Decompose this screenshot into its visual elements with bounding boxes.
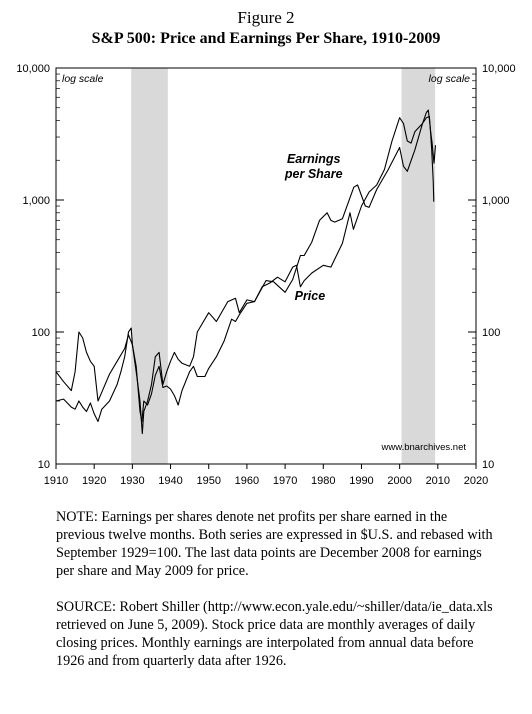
notes: NOTE: Earnings per shares denote net pro… [56, 508, 496, 670]
series-line-price [55, 115, 437, 423]
series-label-price: Price [295, 289, 326, 303]
figure-label: Figure 2 [237, 8, 295, 27]
y-tick-label-right: 100 [482, 327, 500, 339]
y-tick-label-right: 10 [482, 459, 494, 471]
watermark-text: www.bnarchives.net [381, 442, 467, 453]
source-text: Robert Shiller (http://www.econ.yale.edu… [56, 599, 493, 669]
x-tick-label: 1910 [44, 475, 68, 487]
x-tick-label: 1930 [120, 475, 144, 487]
x-tick-label: 2010 [426, 475, 450, 487]
x-tick-label: 1940 [158, 475, 182, 487]
note-paragraph: NOTE: Earnings per shares denote net pro… [56, 508, 496, 580]
note-label: NOTE: [56, 509, 98, 525]
y-tick-label-right: 10,000 [482, 63, 516, 75]
plot-frame [55, 67, 477, 465]
x-tick-label: 1920 [82, 475, 106, 487]
x-tick-label: 1970 [273, 475, 297, 487]
note-text: Earnings per shares denote net profits p… [56, 509, 493, 579]
x-tick-label: 1980 [311, 475, 335, 487]
x-tick-label: 1960 [235, 475, 259, 487]
y-tick-label-left: 100 [32, 327, 50, 339]
log-scale-note-left: log scale [62, 73, 104, 85]
shaded-band-2 [401, 68, 436, 464]
x-tick-label: 2020 [464, 475, 488, 487]
series-label-earnings: per Share [284, 167, 343, 181]
y-tick-label-left: 10,000 [16, 63, 50, 75]
y-tick-label-left: 1,000 [22, 195, 50, 207]
y-tick-label-left: 10 [38, 459, 50, 471]
source-label: SOURCE: [56, 599, 116, 615]
log-scale-note-right: log scale [429, 73, 471, 85]
chart-title: S&P 500: Price and Earnings Per Share, 1… [91, 30, 441, 47]
x-tick-label: 1990 [349, 475, 373, 487]
x-tick-label: 1950 [196, 475, 220, 487]
source-paragraph: SOURCE: Robert Shiller (http://www.econ.… [56, 598, 496, 670]
series-label-earnings: Earnings [287, 152, 341, 166]
x-tick-label: 2000 [387, 475, 411, 487]
chart: 10,000 1,000 100 10 10,000 1,000 100 10 1910 1920… [16, 63, 516, 487]
series-line-earnings [55, 109, 435, 435]
y-tick-label-right: 1,000 [482, 195, 510, 207]
shaded-band-1 [131, 68, 168, 464]
